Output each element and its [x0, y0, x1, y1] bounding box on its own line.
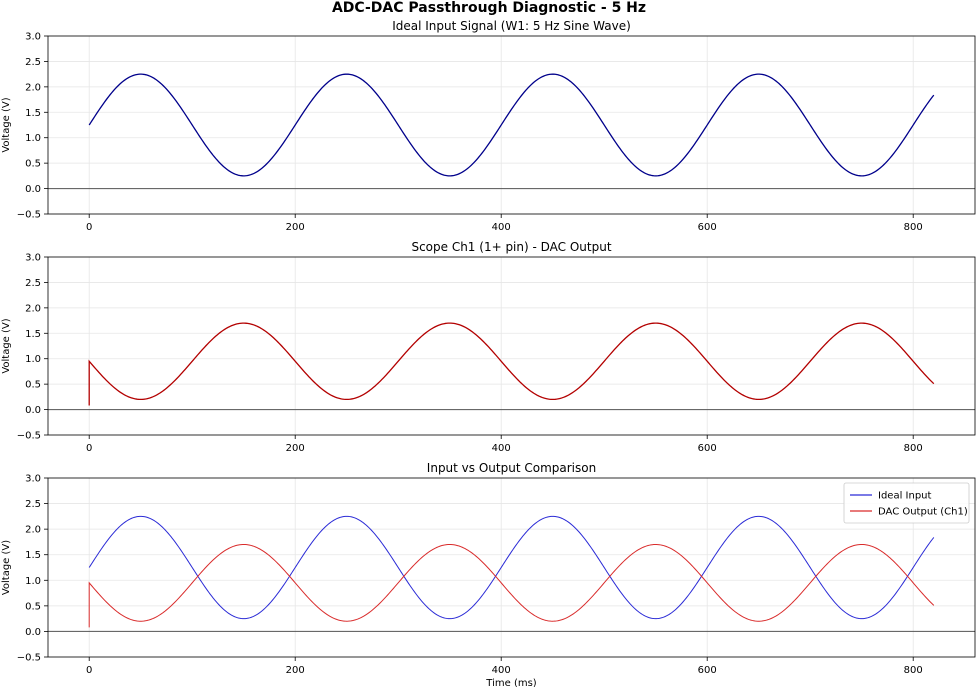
- y-tick-label: −0.5: [17, 431, 41, 442]
- y-tick-label: −0.5: [17, 210, 41, 221]
- x-tick-label: 400: [492, 443, 511, 454]
- figure-title: ADC-DAC Passthrough Diagnostic - 5 Hz: [332, 0, 646, 16]
- y-axis-label: Voltage (V): [1, 97, 12, 152]
- y-tick-label: 2.5: [25, 499, 41, 510]
- y-tick-label: 0.5: [25, 159, 41, 170]
- y-tick-label: 1.0: [25, 576, 41, 587]
- y-tick-label: 2.5: [25, 57, 41, 68]
- y-tick-label: 0.0: [25, 627, 41, 638]
- chart-panel: 0 200 400 600 800 −0.5 0.0 0.5 1.0 1.5 2.0 2.5 3.0 Id…: [1, 19, 976, 233]
- x-tick-label: 200: [286, 665, 305, 676]
- y-tick-label: 1.5: [25, 550, 41, 561]
- chart-panels: 0 200 400 600 800 −0.5 0.0 0.5 1.0 1.5 2.0 2.5 3.0 Id…: [1, 19, 976, 687]
- y-tick-label: 2.0: [25, 82, 41, 93]
- chart-panel: 0 200 400 600 800 −0.5 0.0 0.5 1.0 1.5 2.0 2.5 3.0 In…: [1, 461, 976, 687]
- axes-frame: [47, 256, 976, 436]
- series-line-0: [88, 73, 935, 177]
- x-axis-label: Time (ms): [485, 678, 537, 687]
- y-tick-label: 0.0: [25, 405, 41, 416]
- y-tick-label: 0.0: [25, 184, 41, 195]
- axes-frame: [47, 35, 976, 215]
- chart-panel: 0 200 400 600 800 −0.5 0.0 0.5 1.0 1.5 2.0 2.5 3.0 Sc…: [1, 240, 976, 454]
- y-tick-label: 0.5: [25, 601, 41, 612]
- x-tick-label: 800: [904, 443, 923, 454]
- x-tick-label: 400: [492, 665, 511, 676]
- x-tick-label: 0: [86, 222, 92, 233]
- chart-title: Scope Ch1 (1+ pin) - DAC Output: [411, 240, 611, 254]
- x-tick-label: 400: [492, 222, 511, 233]
- legend-box: [843, 482, 970, 524]
- y-tick-label: 3.0: [25, 32, 41, 43]
- chart-title: Ideal Input Signal (W1: 5 Hz Sine Wave): [392, 19, 631, 33]
- legend: Ideal Input DAC Output (Ch1): [843, 482, 970, 524]
- x-tick-label: 600: [698, 665, 717, 676]
- x-tick-label: 0: [86, 443, 92, 454]
- x-tick-label: 600: [698, 443, 717, 454]
- y-tick-label: 0.5: [25, 380, 41, 391]
- y-tick-label: 1.5: [25, 329, 41, 340]
- axes-frame: [47, 477, 976, 658]
- legend-label: Ideal Input: [878, 491, 932, 502]
- y-tick-label: −0.5: [17, 653, 41, 664]
- legend-label: DAC Output (Ch1): [878, 507, 968, 518]
- y-tick-label: 2.0: [25, 525, 41, 536]
- x-tick-label: 800: [904, 665, 923, 676]
- y-tick-label: 2.0: [25, 303, 41, 314]
- y-tick-label: 3.0: [25, 474, 41, 485]
- x-tick-label: 600: [698, 222, 717, 233]
- y-tick-label: 1.5: [25, 108, 41, 119]
- y-tick-label: 3.0: [25, 253, 41, 264]
- x-tick-label: 200: [286, 443, 305, 454]
- y-tick-label: 1.0: [25, 133, 41, 144]
- y-axis-label: Voltage (V): [1, 540, 12, 595]
- series-line-1: [88, 543, 935, 628]
- x-tick-label: 800: [904, 222, 923, 233]
- y-axis-label: Voltage (V): [1, 318, 12, 373]
- y-tick-label: 1.0: [25, 354, 41, 365]
- series-line-0: [88, 515, 935, 620]
- y-tick-label: 2.5: [25, 278, 41, 289]
- x-tick-label: 200: [286, 222, 305, 233]
- series-line-0: [88, 322, 935, 406]
- x-tick-label: 0: [86, 665, 92, 676]
- chart-title: Input vs Output Comparison: [427, 461, 596, 475]
